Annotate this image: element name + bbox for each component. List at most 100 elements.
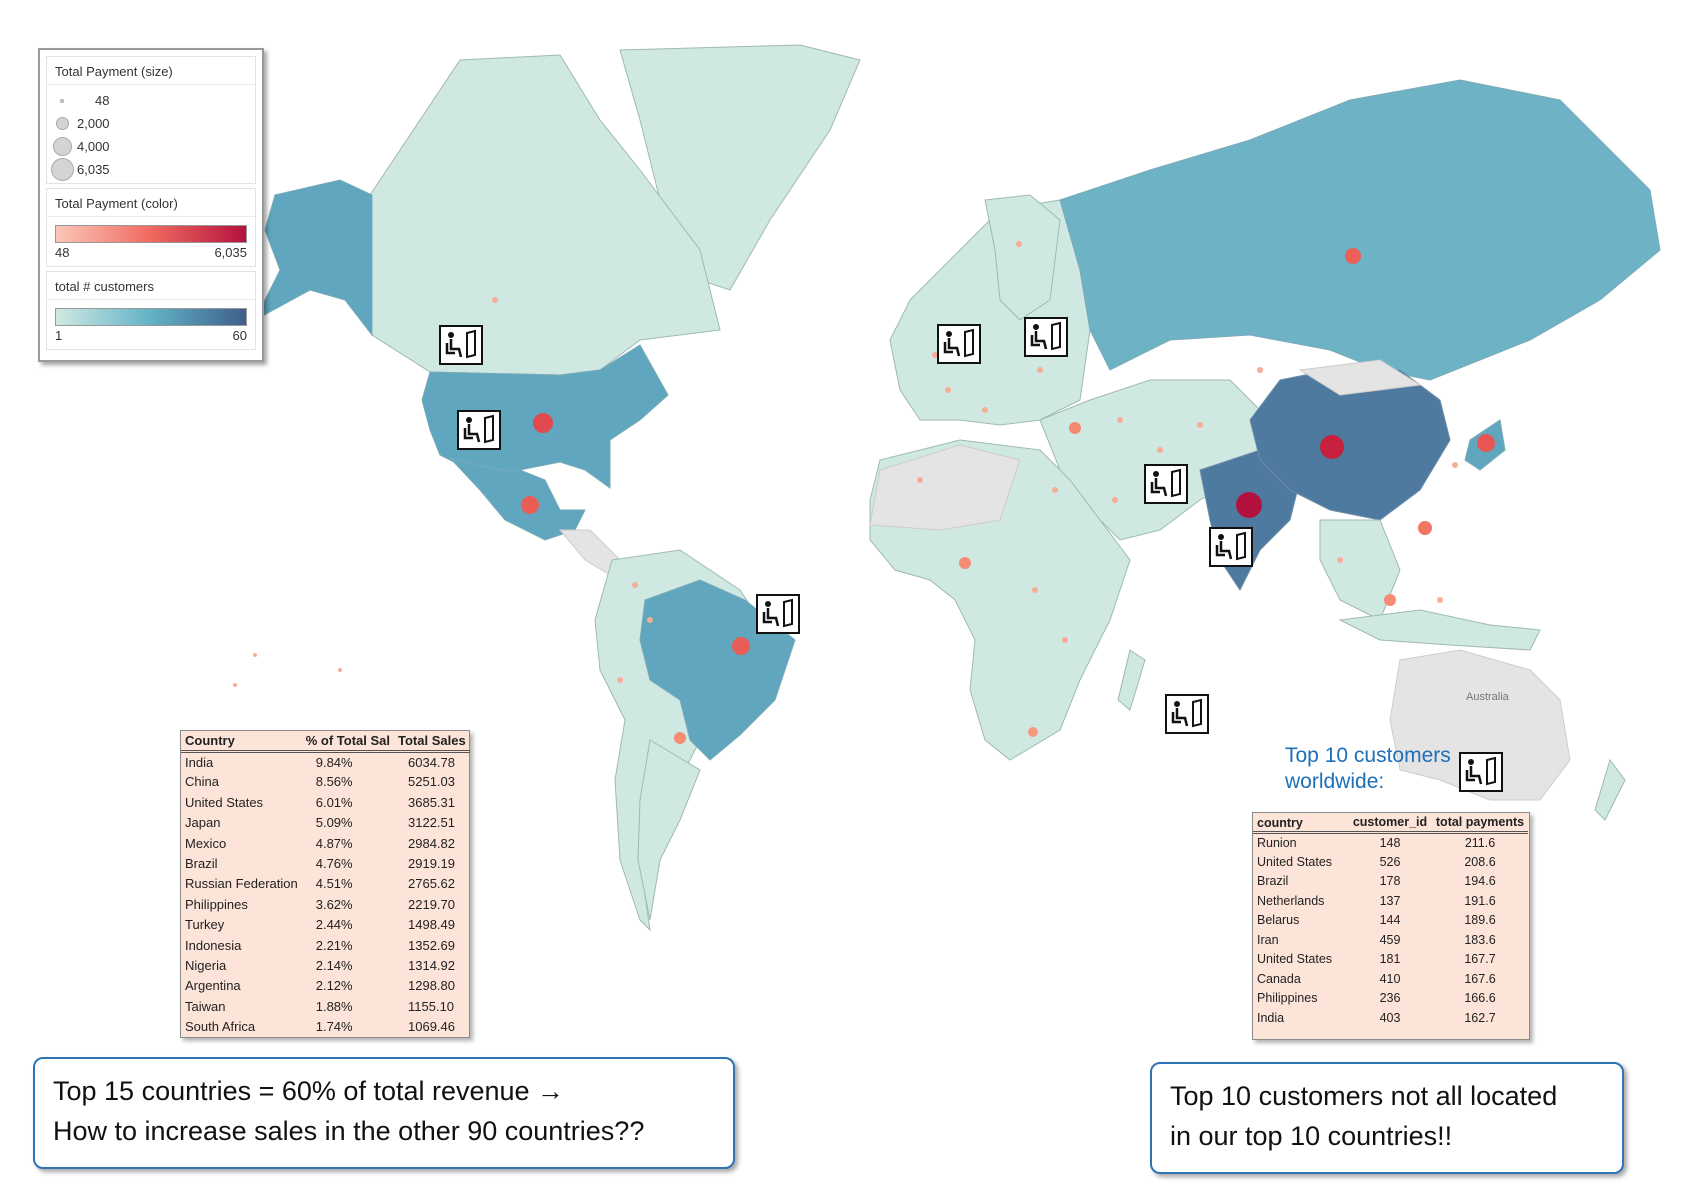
customer-marker-brazil[interactable] (756, 594, 800, 634)
customer-marker-india[interactable] (1209, 527, 1253, 567)
country-argentina[interactable] (637, 739, 701, 921)
seated-person-icon (1215, 531, 1246, 561)
table-row: Brazil 4.76% 2919.19 (181, 853, 470, 873)
table-cell: 410 (1379, 971, 1401, 986)
column-header: Total Sales (394, 731, 470, 753)
bubble-indonesia[interactable] (1384, 594, 1396, 606)
customer-marker-united-states[interactable] (457, 410, 501, 450)
table-cell: Philippines (185, 896, 248, 912)
size-legend-item: 6,035 (47, 158, 255, 181)
table-cell: 194.6 (1464, 874, 1496, 889)
table-row: United States 181 167.7 (1253, 950, 1528, 970)
customer-marker-iran[interactable] (1144, 464, 1188, 504)
customers-legend-title: total # customers (47, 272, 255, 300)
color-legend-title: Total Payment (color) (47, 189, 255, 217)
table-cell: 3.62% (315, 896, 353, 912)
region-europe[interactable] (889, 199, 1091, 426)
table-cell: 2.44% (315, 917, 353, 933)
size-legend-item: 2,000 (47, 112, 255, 135)
table-cell: Russian Federation (185, 876, 298, 892)
table-cell: 4.87% (315, 835, 353, 851)
table-cell: 459 (1379, 932, 1401, 947)
customers-legend: total # customers 1 60 (46, 271, 256, 350)
customers-legend-min: 1 (55, 328, 63, 343)
table-cell: 191.6 (1464, 893, 1496, 908)
customer-marker-legend (1459, 752, 1503, 792)
table-cell: 4.76% (315, 856, 353, 872)
customer-marker-belarus[interactable] (1024, 317, 1068, 357)
size-dot-icon (60, 98, 64, 103)
table-row: United States 526 208.6 (1253, 852, 1528, 872)
small-bubbles (233, 241, 1458, 687)
table-cell: 167.6 (1464, 971, 1496, 986)
bubble-mexico[interactable] (521, 496, 539, 514)
country-russia[interactable] (1059, 79, 1661, 381)
table-cell: 208.6 (1464, 854, 1496, 869)
table-row: Canada 410 167.6 (1253, 969, 1528, 989)
customers-color-ramp (55, 308, 247, 326)
seated-person-icon (445, 329, 476, 359)
table-cell: 2919.19 (408, 856, 455, 872)
table-cell: China (185, 774, 219, 790)
size-legend-item: 4,000 (47, 135, 255, 158)
customer-marker-canada[interactable] (439, 325, 483, 365)
seated-person-icon (943, 328, 974, 358)
bubble-japan[interactable] (1477, 434, 1495, 452)
top10-customers-table: country customer_id total payments Runio… (1252, 812, 1530, 1040)
bubble-brazil[interactable] (732, 637, 750, 655)
table-cell: 183.6 (1464, 932, 1496, 947)
table-cell: 3685.31 (408, 794, 455, 810)
table-header-row: country customer_id total payments (1253, 813, 1528, 834)
country-madagascar[interactable] (1117, 649, 1146, 711)
table-cell: Mexico (185, 835, 227, 851)
bubble-argentina[interactable] (674, 732, 686, 744)
table-cell: Netherlands (1257, 893, 1325, 908)
table-cell: 148 (1379, 836, 1401, 850)
table-row: Taiwan 1.88% 1155.10 (181, 996, 470, 1016)
table-row: India 403 162.7 (1253, 1008, 1528, 1028)
bubble-united-states[interactable] (533, 413, 553, 433)
bubble-india[interactable] (1236, 492, 1262, 518)
column-header: Country (181, 731, 302, 753)
table-cell: 236 (1379, 991, 1401, 1006)
bubble-philippines[interactable] (1418, 521, 1432, 535)
top-countries-sales-table: Country % of Total Sal Total Sales India… (180, 730, 470, 1038)
customer-marker-netherlands[interactable] (937, 324, 981, 364)
table-cell: 9.84% (315, 754, 353, 770)
revenue-insight-callout: Top 15 countries = 60% of total revenue … (33, 1057, 735, 1169)
table-row: Philippines 236 166.6 (1253, 989, 1528, 1009)
table-row: India 9.84% 6034.78 (181, 751, 470, 771)
table-cell: Brazil (185, 856, 218, 872)
country-australia (1389, 649, 1571, 801)
table-row: Mexico 4.87% 2984.82 (181, 833, 470, 853)
table-cell: 137 (1379, 893, 1401, 908)
table-cell: 403 (1379, 1010, 1401, 1025)
table-cell: 526 (1379, 854, 1401, 869)
table-cell: 166.6 (1464, 991, 1496, 1006)
bubble-nigeria[interactable] (959, 557, 971, 569)
column-header: country (1253, 813, 1348, 834)
country-mexico[interactable] (448, 457, 586, 541)
table-cell: 1.88% (315, 998, 353, 1014)
country-indonesia[interactable] (1338, 609, 1541, 651)
table-header-row: Country % of Total Sal Total Sales (181, 731, 470, 753)
bubble-turkey[interactable] (1069, 422, 1081, 434)
bubble-south-africa[interactable] (1028, 727, 1038, 737)
customers-legend-max: 60 (232, 328, 247, 343)
table-cell: 6.01% (315, 794, 353, 810)
table-cell: India (1257, 1010, 1285, 1025)
size-dot-icon (50, 158, 74, 181)
table-cell: 162.7 (1464, 1010, 1496, 1025)
table-row: Iran 459 183.6 (1253, 930, 1528, 950)
bubble-russia[interactable] (1345, 248, 1361, 264)
country-alaska[interactable] (253, 179, 373, 337)
region-scandinavia[interactable] (984, 194, 1061, 321)
bubble-china[interactable] (1320, 435, 1344, 459)
table-cell: 3122.51 (408, 815, 455, 831)
table-cell: Taiwan (185, 998, 226, 1014)
table-cell: Runion (1257, 836, 1297, 850)
size-legend: Total Payment (size) 48 2,000 4,000 6,03… (46, 56, 256, 184)
country-new-zealand[interactable] (1594, 758, 1626, 821)
customer-marker-reunion[interactable] (1165, 694, 1209, 734)
table-cell: Brazil (1257, 874, 1289, 889)
